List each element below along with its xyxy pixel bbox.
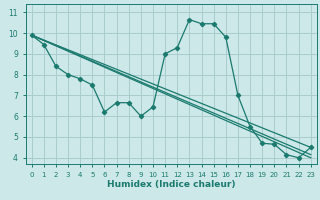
- X-axis label: Humidex (Indice chaleur): Humidex (Indice chaleur): [107, 180, 236, 189]
